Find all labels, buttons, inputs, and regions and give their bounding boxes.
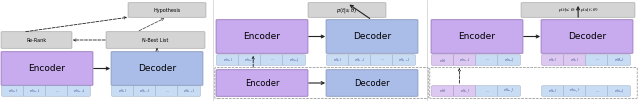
Text: $e(t)$: $e(t)$ <box>439 87 447 95</box>
FancyBboxPatch shape <box>541 20 633 53</box>
FancyBboxPatch shape <box>178 86 200 96</box>
FancyBboxPatch shape <box>454 55 476 65</box>
FancyBboxPatch shape <box>111 52 203 85</box>
FancyBboxPatch shape <box>521 3 635 17</box>
Text: $e(t_1)$: $e(t_1)$ <box>118 87 128 95</box>
FancyBboxPatch shape <box>308 3 386 17</box>
FancyBboxPatch shape <box>498 86 520 96</box>
Text: $e(t)$: $e(t)$ <box>439 56 447 64</box>
FancyBboxPatch shape <box>45 86 68 96</box>
Text: ...$\ $: ...$\ $ <box>595 88 600 94</box>
FancyBboxPatch shape <box>476 55 499 65</box>
FancyBboxPatch shape <box>217 55 239 65</box>
FancyBboxPatch shape <box>283 55 305 65</box>
Text: $p(t|s;\theta)$: $p(t|s;\theta)$ <box>336 5 358 15</box>
FancyBboxPatch shape <box>586 55 608 65</box>
Text: ...$\ $: ...$\ $ <box>484 88 490 94</box>
FancyBboxPatch shape <box>541 86 564 96</box>
Text: Decoder: Decoder <box>568 32 606 41</box>
FancyBboxPatch shape <box>134 86 156 96</box>
Text: $e(t_v)$: $e(t_v)$ <box>548 87 557 95</box>
FancyBboxPatch shape <box>156 86 179 96</box>
FancyBboxPatch shape <box>431 20 523 53</box>
Text: Encoder: Encoder <box>243 32 280 41</box>
FancyBboxPatch shape <box>216 20 308 53</box>
FancyBboxPatch shape <box>371 55 393 65</box>
Text: $e(s_{T,j})$: $e(s_{T,j})$ <box>459 57 471 63</box>
FancyBboxPatch shape <box>541 55 564 65</box>
Text: $e(s_{1,j})$: $e(s_{1,j})$ <box>244 57 256 63</box>
Text: Decoder: Decoder <box>138 64 176 73</box>
FancyBboxPatch shape <box>68 86 90 96</box>
Text: ...$\ $: ...$\ $ <box>269 57 275 63</box>
FancyBboxPatch shape <box>326 20 418 53</box>
Text: ...$\ $: ...$\ $ <box>595 57 600 63</box>
FancyBboxPatch shape <box>608 55 630 65</box>
FancyBboxPatch shape <box>326 70 418 96</box>
FancyBboxPatch shape <box>432 55 454 65</box>
Text: ...$\ $: ...$\ $ <box>54 88 60 94</box>
Text: Decoder: Decoder <box>353 32 391 41</box>
FancyBboxPatch shape <box>24 86 46 96</box>
Text: $e(s_{1,j})$: $e(s_{1,j})$ <box>29 88 41 94</box>
FancyBboxPatch shape <box>586 86 608 96</box>
Text: Encoder: Encoder <box>244 78 279 87</box>
Text: $e(t_{T_j})$: $e(t_{T_j})$ <box>460 87 470 95</box>
Text: Re-Rank: Re-Rank <box>26 37 47 43</box>
Text: $e(s_{N_j})$: $e(s_{N_j})$ <box>504 56 515 64</box>
FancyBboxPatch shape <box>476 86 499 96</box>
FancyBboxPatch shape <box>216 70 308 96</box>
Text: $e(t_v)$: $e(t_v)$ <box>548 56 557 64</box>
FancyBboxPatch shape <box>260 55 284 65</box>
FancyBboxPatch shape <box>2 86 24 96</box>
FancyBboxPatch shape <box>564 86 586 96</box>
Text: Hypothesis: Hypothesis <box>154 7 180 13</box>
Text: $e(t_{1,j})$: $e(t_{1,j})$ <box>140 88 151 94</box>
Text: $e(t_1)$: $e(t_1)$ <box>333 56 343 64</box>
FancyBboxPatch shape <box>1 32 72 48</box>
Text: $e(s_{N_j})$: $e(s_{N_j})$ <box>614 87 625 95</box>
FancyBboxPatch shape <box>239 55 261 65</box>
FancyBboxPatch shape <box>128 3 206 17</box>
FancyBboxPatch shape <box>326 55 349 65</box>
FancyBboxPatch shape <box>1 52 93 85</box>
Text: $e(t_{1,S})$: $e(t_{1,S})$ <box>183 87 195 95</box>
FancyBboxPatch shape <box>498 55 520 65</box>
Text: $e(t_{1,S})$: $e(t_{1,S})$ <box>398 56 410 64</box>
Text: $e(s_{N_j})$: $e(s_{N_j})$ <box>289 56 300 64</box>
Text: ...$\ $: ...$\ $ <box>164 88 170 94</box>
Text: Decoder: Decoder <box>354 78 390 87</box>
Text: $e(\theta_M)$: $e(\theta_M)$ <box>614 56 625 64</box>
Text: $e(s_1)$: $e(s_1)$ <box>8 87 18 95</box>
Text: ...$\ $: ...$\ $ <box>484 57 490 63</box>
FancyBboxPatch shape <box>112 86 134 96</box>
FancyBboxPatch shape <box>349 55 371 65</box>
FancyBboxPatch shape <box>393 55 415 65</box>
Text: $e(t_1)$: $e(t_1)$ <box>570 56 580 64</box>
FancyBboxPatch shape <box>106 32 205 48</box>
Text: N-Best List: N-Best List <box>142 37 169 43</box>
Text: $p(t|s;\theta)+p(s|t;\theta)$: $p(t|s;\theta)+p(s|t;\theta)$ <box>558 6 598 14</box>
Text: Encoder: Encoder <box>458 32 495 41</box>
Text: ...$\ $: ...$\ $ <box>380 57 385 63</box>
FancyBboxPatch shape <box>608 86 630 96</box>
FancyBboxPatch shape <box>432 86 454 96</box>
Text: $e(s_1)$: $e(s_1)$ <box>223 56 233 64</box>
FancyBboxPatch shape <box>454 86 476 96</box>
Text: $e(s_{1,S})$: $e(s_{1,S})$ <box>72 87 86 95</box>
Text: $e(t_{M_0})$: $e(t_{M_0})$ <box>503 87 515 95</box>
Text: $e(t_{1,j})$: $e(t_{1,j})$ <box>354 57 366 63</box>
Text: $e(s_{T_1})$: $e(s_{T_1})$ <box>570 87 580 95</box>
Text: Encoder: Encoder <box>29 64 65 73</box>
FancyBboxPatch shape <box>564 55 586 65</box>
